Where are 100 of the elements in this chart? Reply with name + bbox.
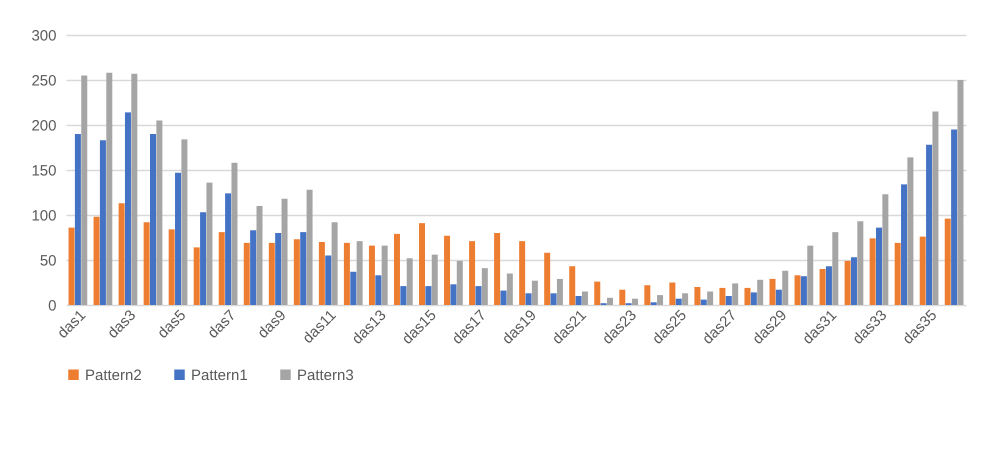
bar xyxy=(500,290,506,305)
bar xyxy=(907,157,914,305)
bar xyxy=(700,300,707,305)
bar xyxy=(150,134,156,305)
bar xyxy=(231,162,238,305)
bar xyxy=(118,203,125,305)
bar xyxy=(519,241,526,305)
bar xyxy=(482,268,488,305)
bar xyxy=(175,172,182,305)
bar xyxy=(356,241,363,305)
bar xyxy=(932,112,938,305)
bar xyxy=(957,80,964,305)
bar xyxy=(156,120,162,305)
bar xyxy=(332,222,338,305)
bar xyxy=(694,287,700,305)
bar xyxy=(368,246,375,305)
bar xyxy=(526,293,532,305)
bar xyxy=(168,229,175,305)
bar xyxy=(244,242,250,305)
bar xyxy=(807,246,814,305)
bar xyxy=(74,134,81,305)
bar xyxy=(469,241,476,305)
bar xyxy=(94,216,100,305)
bar xyxy=(870,238,876,305)
bar xyxy=(750,292,757,305)
bar xyxy=(494,233,500,305)
bar xyxy=(776,290,782,305)
bar xyxy=(800,276,807,305)
bar xyxy=(225,193,232,305)
bar xyxy=(206,182,212,305)
bar xyxy=(256,206,262,305)
bar xyxy=(732,283,738,305)
bar xyxy=(124,112,131,305)
bar xyxy=(544,252,550,305)
bar xyxy=(832,232,838,305)
bar xyxy=(757,280,764,305)
bar xyxy=(406,258,413,305)
bar xyxy=(556,278,563,305)
bar xyxy=(569,266,576,305)
bar xyxy=(744,288,750,305)
bar xyxy=(844,260,851,305)
bar xyxy=(350,272,356,305)
bar xyxy=(268,242,275,305)
y-tick-label: 150 xyxy=(31,162,56,180)
bar xyxy=(794,275,801,305)
bar xyxy=(144,222,150,305)
y-tick-label: 50 xyxy=(40,252,56,270)
bar xyxy=(344,242,350,305)
bar xyxy=(444,236,450,305)
legend-label: Pattern2 xyxy=(85,366,142,384)
bar xyxy=(594,282,600,305)
legend-label: Pattern3 xyxy=(297,366,354,384)
bar xyxy=(68,228,75,305)
bar xyxy=(951,130,958,305)
bar xyxy=(850,257,857,305)
bar xyxy=(782,270,788,305)
bar xyxy=(926,144,932,305)
bar xyxy=(644,285,650,305)
bar xyxy=(576,296,582,305)
bar xyxy=(375,275,382,305)
bar xyxy=(325,256,332,305)
bar xyxy=(857,221,864,305)
bar xyxy=(450,284,456,305)
bar xyxy=(475,286,482,305)
bar xyxy=(882,194,888,305)
bar xyxy=(632,298,638,305)
bar xyxy=(657,295,664,305)
bar xyxy=(294,239,300,305)
bar xyxy=(920,236,926,305)
bar xyxy=(820,269,826,305)
bar xyxy=(619,290,626,305)
legend-label: Pattern1 xyxy=(191,366,248,384)
bar xyxy=(194,247,200,305)
bar xyxy=(550,293,557,305)
bar xyxy=(106,72,112,305)
bar xyxy=(218,232,225,305)
bar xyxy=(606,298,613,305)
bar xyxy=(181,139,188,305)
y-tick-label: 250 xyxy=(31,72,56,90)
bar xyxy=(425,286,432,305)
bar xyxy=(650,302,657,305)
bar xyxy=(944,218,951,305)
bar xyxy=(826,266,832,305)
bar xyxy=(250,230,256,305)
bar xyxy=(582,292,588,305)
bar xyxy=(306,190,313,305)
bar xyxy=(726,296,732,305)
bar xyxy=(432,254,438,305)
bar xyxy=(131,74,138,305)
bar xyxy=(707,292,714,305)
bar xyxy=(81,76,88,305)
y-tick-label: 200 xyxy=(31,118,56,134)
bar xyxy=(300,232,306,305)
bar xyxy=(456,260,463,305)
bar xyxy=(876,228,882,305)
bar xyxy=(682,293,688,305)
bar xyxy=(676,298,682,305)
bar xyxy=(532,280,538,305)
bar xyxy=(669,282,676,305)
y-tick-label: 0 xyxy=(48,298,56,314)
